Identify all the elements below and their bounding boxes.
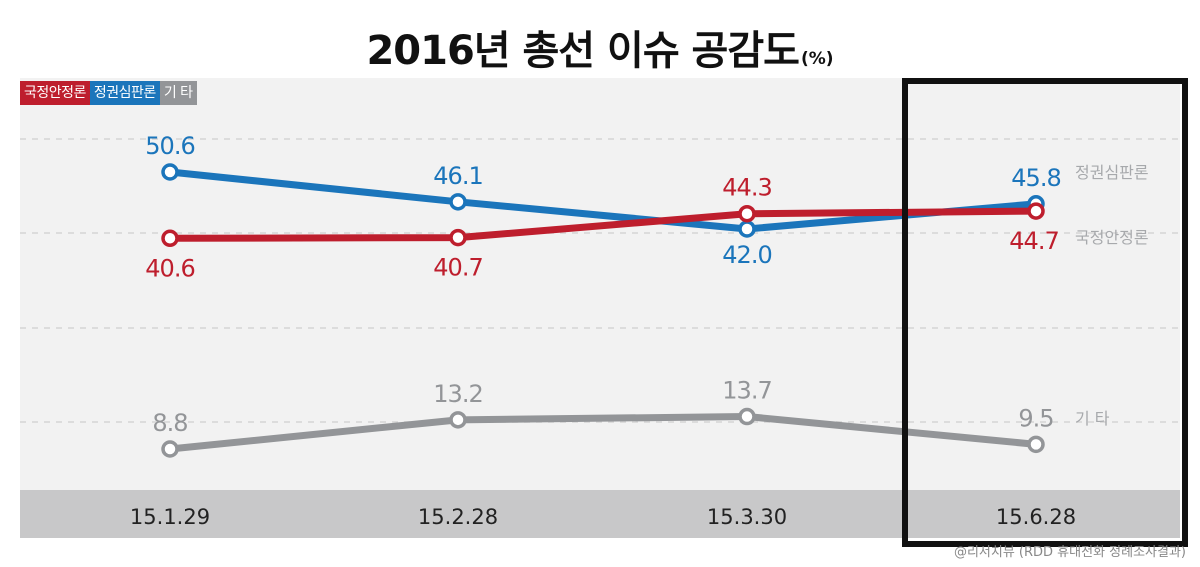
data-label: 40.6 <box>145 254 194 282</box>
series-line <box>166 168 1040 233</box>
source-note: @리서치뷰 (RDD 휴대전화 정례조사결과) <box>953 545 1186 560</box>
x-axis-band <box>20 490 1180 538</box>
x-tick-label: 15.6.28 <box>996 505 1076 529</box>
legend-item-gukjeong: 국정안정론 <box>20 81 90 105</box>
data-point <box>738 407 756 426</box>
data-point <box>161 440 179 458</box>
series-end-label: 국정안정론 <box>1075 228 1149 247</box>
data-label: 8.8 <box>152 409 187 437</box>
data-point <box>161 163 179 181</box>
data-point <box>449 228 467 247</box>
data-label: 46.1 <box>433 162 482 190</box>
series-end-label: 기 타 <box>1075 409 1110 428</box>
data-point <box>449 411 467 429</box>
data-label: 50.6 <box>145 132 194 160</box>
data-label: 9.5 <box>1018 404 1053 432</box>
data-label: 42.0 <box>722 241 771 269</box>
chart-unit: (%) <box>800 49 834 69</box>
chart-title-text: 2016년 총선 이슈 공감도 <box>366 28 800 74</box>
data-point <box>1027 435 1045 454</box>
data-label: 40.7 <box>433 254 482 282</box>
data-label: 13.7 <box>722 377 771 405</box>
series-line <box>166 207 1040 242</box>
data-label: 13.2 <box>433 380 482 408</box>
x-tick-label: 15.1.29 <box>130 505 210 529</box>
data-point <box>738 204 756 223</box>
chart-title: 2016년 총선 이슈 공감도 (%) <box>0 18 1200 76</box>
data-label: 44.7 <box>1009 227 1058 255</box>
highlight-box <box>902 78 1188 547</box>
data-point <box>449 193 467 211</box>
data-label: 44.3 <box>722 174 771 202</box>
x-tick-label: 15.2.28 <box>418 505 498 529</box>
data-point <box>161 229 179 248</box>
series-line <box>166 413 1040 453</box>
legend-item-other: 기 타 <box>159 81 197 105</box>
data-point <box>1027 202 1045 220</box>
legend: 국정안정론 정권심판론 기 타 <box>20 81 197 105</box>
x-tick-label: 15.3.30 <box>707 505 787 529</box>
legend-item-jeonggwon: 정권심판론 <box>89 81 160 105</box>
data-point <box>738 220 756 238</box>
series-end-label: 정권심판론 <box>1075 163 1149 182</box>
data-label: 45.8 <box>1011 164 1060 192</box>
